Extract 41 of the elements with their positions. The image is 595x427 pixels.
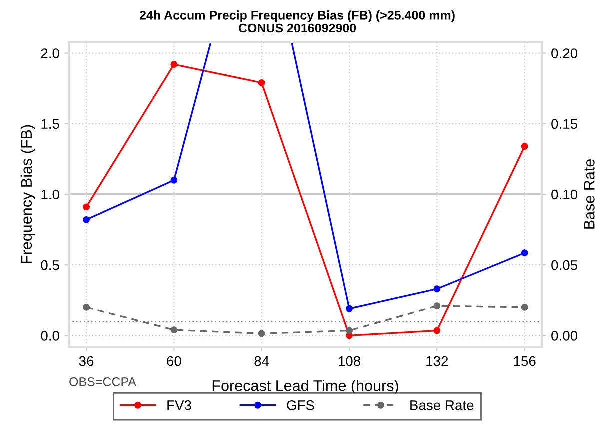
x-tick-label: 132 xyxy=(426,356,448,366)
x-axis-title: Forecast Lead Time (hours) xyxy=(212,380,398,394)
point xyxy=(346,305,353,312)
point xyxy=(434,302,441,310)
x-tick-label: 108 xyxy=(338,356,360,366)
point xyxy=(170,326,178,334)
y-axis-title: Frequency Bias (FB) xyxy=(20,125,36,264)
y2-tick-label: 0.10 xyxy=(552,190,578,200)
y-tick-label: 1.5 xyxy=(42,119,60,130)
y2-tick-label: 0.00 xyxy=(552,331,578,341)
point xyxy=(83,204,90,211)
point xyxy=(83,304,90,311)
chart-subtitle: CONUS 2016092900 xyxy=(238,24,356,33)
point xyxy=(521,304,528,311)
y2-tick-label: 0.05 xyxy=(552,260,578,270)
legend-label: FV3 xyxy=(168,400,192,410)
y-tick-label: 2.0 xyxy=(41,48,60,58)
x-tick-label: 84 xyxy=(254,356,270,366)
y2-tick-label: 0.20 xyxy=(552,48,578,58)
text: OBS=CCPA xyxy=(70,378,136,386)
legend-label: Base Rate xyxy=(410,400,474,410)
point xyxy=(170,176,178,184)
legend-label: GFS xyxy=(287,400,314,410)
point xyxy=(521,250,528,257)
point xyxy=(170,61,178,68)
point xyxy=(258,79,266,86)
point xyxy=(521,143,528,150)
y-tick-label: 0.5 xyxy=(41,260,60,270)
x-tick-label: 156 xyxy=(514,356,536,366)
y2-tick-label: 0.15 xyxy=(552,119,578,130)
y-tick-label: 0.0 xyxy=(41,331,60,341)
point xyxy=(434,327,441,334)
y2-axis-title: Base Rate xyxy=(584,160,595,229)
chart-title: 24h Accum Precip Frequency Bias (FB) (>25.400 mm) xyxy=(140,10,455,22)
point xyxy=(434,286,441,293)
x-tick-label: 60 xyxy=(167,356,182,366)
point xyxy=(83,216,90,224)
y-tick-label: 1.0 xyxy=(42,190,60,200)
x-tick-label: 36 xyxy=(79,356,94,366)
point xyxy=(258,330,266,338)
point xyxy=(346,327,353,334)
